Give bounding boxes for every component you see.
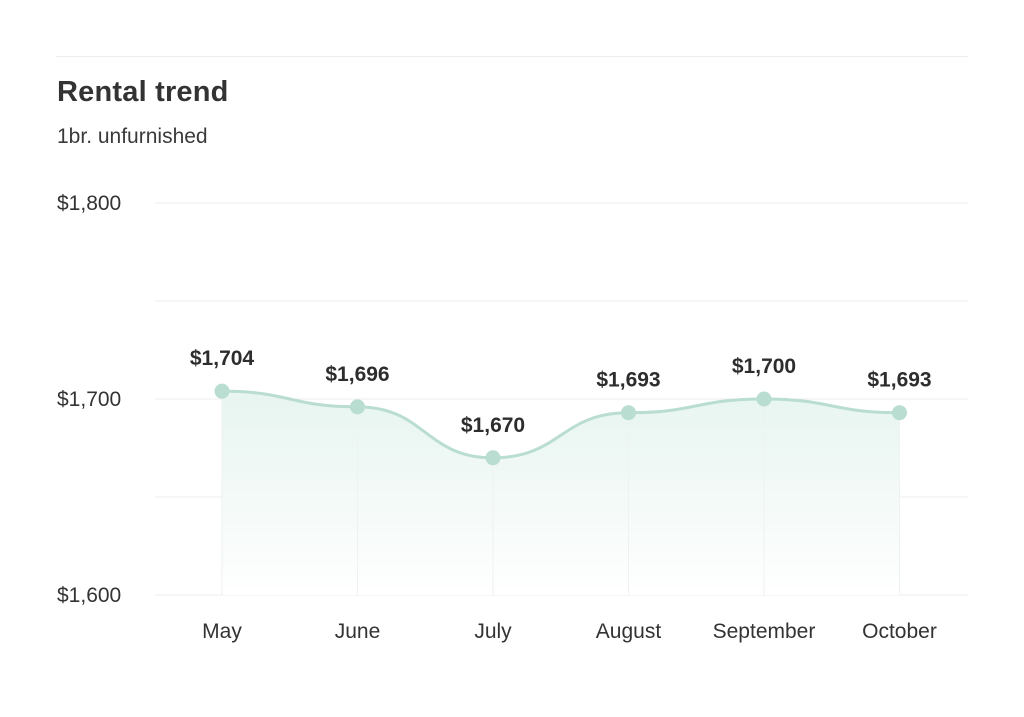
x-tick-label: September <box>713 620 816 643</box>
data-label: $1,693 <box>867 369 931 392</box>
data-label: $1,696 <box>325 363 389 386</box>
y-tick-label: $1,700 <box>57 388 121 411</box>
x-tick-label: August <box>596 620 662 643</box>
chart-title: Rental trend <box>57 76 229 108</box>
data-label: $1,693 <box>596 369 660 392</box>
data-label: $1,670 <box>461 414 525 437</box>
data-point-october[interactable] <box>892 405 907 421</box>
data-label: $1,704 <box>190 347 255 370</box>
x-tick-label: May <box>202 620 242 643</box>
series-line <box>221 389 900 460</box>
y-tick-label: $1,600 <box>57 584 121 607</box>
top-divider <box>56 56 968 57</box>
x-tick-label: June <box>335 620 381 643</box>
series-area <box>222 391 900 595</box>
data-point-may[interactable] <box>214 383 230 399</box>
data-label: $1,700 <box>732 355 796 378</box>
data-point-august[interactable] <box>621 405 636 421</box>
chart-subtitle: 1br. unfurnished <box>57 125 208 148</box>
data-point-july[interactable] <box>485 450 501 466</box>
data-point-september[interactable] <box>756 391 772 407</box>
x-tick-label: July <box>474 620 512 643</box>
y-tick-label: $1,800 <box>57 192 121 215</box>
data-point-june[interactable] <box>350 399 365 415</box>
x-tick-label: October <box>862 620 937 643</box>
